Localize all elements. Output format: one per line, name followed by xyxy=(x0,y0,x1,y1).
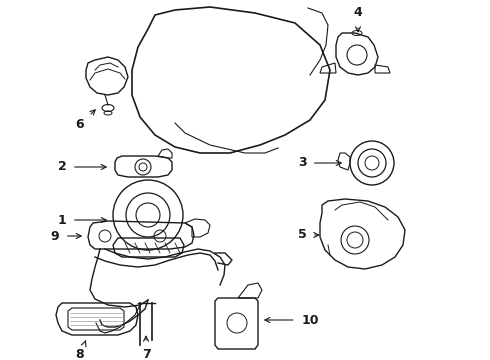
Text: 1: 1 xyxy=(58,213,106,226)
Text: 8: 8 xyxy=(75,341,86,360)
Text: 4: 4 xyxy=(354,6,363,32)
Text: 3: 3 xyxy=(298,157,341,170)
Text: 9: 9 xyxy=(50,230,81,243)
Text: 2: 2 xyxy=(58,161,106,174)
Text: 10: 10 xyxy=(265,314,319,327)
Text: 6: 6 xyxy=(75,110,95,131)
Text: 5: 5 xyxy=(297,229,319,242)
Text: 7: 7 xyxy=(142,336,150,360)
